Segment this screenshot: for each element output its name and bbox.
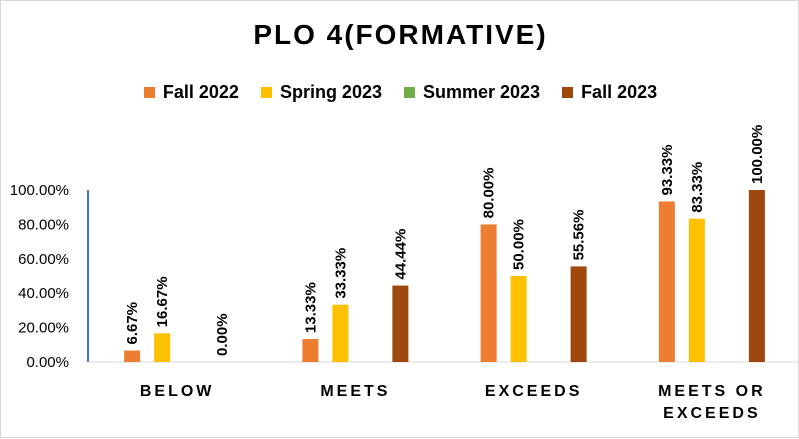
y-tick-label: 20.00% [18, 320, 69, 337]
data-label: 0.00% [214, 313, 231, 356]
data-label: 44.44% [392, 229, 409, 280]
x-tick-label: EXCEEDS [663, 405, 760, 422]
bar [332, 304, 349, 362]
data-label: 83.33% [689, 162, 706, 213]
data-label: 55.56% [571, 210, 588, 261]
data-label: 6.67% [124, 302, 141, 345]
bar [480, 224, 497, 362]
bar [510, 276, 527, 362]
y-tick-label: 80.00% [18, 216, 69, 233]
y-tick-label: 40.00% [18, 285, 69, 302]
data-label: 13.33% [302, 282, 319, 333]
x-tick-label: EXCEEDS [485, 383, 582, 400]
bar [688, 218, 705, 362]
bar [154, 333, 171, 362]
data-label: 80.00% [481, 168, 498, 219]
y-tick-label: 100.00% [10, 182, 69, 199]
legend-label-1: Fall 2022 [162, 82, 239, 102]
legend-label-3: Summer 2023 [422, 82, 541, 102]
legend-entry-2: Spring 2023 [260, 82, 382, 103]
legend-entry-3: Summer 2023 [403, 82, 541, 103]
data-label: 100.00% [749, 125, 766, 184]
bar [570, 266, 587, 362]
bar [658, 201, 675, 362]
legend-label-4: Fall 2023 [581, 82, 658, 102]
x-tick-label: BELOW [140, 383, 215, 400]
y-tick-label: 60.00% [18, 251, 69, 268]
legend-entry-4: Fall 2023 [562, 82, 657, 103]
y-tick-label: 0.00% [26, 354, 69, 371]
data-label: 16.67% [154, 276, 171, 327]
legend-swatch-4 [562, 87, 574, 98]
data-label: 50.00% [511, 219, 528, 270]
legend-swatch-3 [403, 87, 415, 98]
x-tick-label: MEETS OR [658, 383, 766, 400]
bar [392, 285, 409, 362]
legend: Fall 2022 Spring 2023 Summer 2023 Fall 2023 [1, 82, 799, 103]
bar [302, 339, 319, 362]
chart-title: PLO 4(FORMATIVE) [253, 19, 548, 50]
legend-label-2: Spring 2023 [279, 82, 382, 102]
bar [124, 350, 141, 362]
data-label: 33.33% [332, 248, 349, 299]
data-label: 93.33% [659, 145, 676, 196]
x-tick-label: MEETS [320, 383, 390, 400]
bar [748, 190, 765, 362]
legend-entry-1: Fall 2022 [143, 82, 239, 103]
legend-swatch-2 [260, 87, 272, 98]
legend-swatch-1 [143, 87, 155, 98]
